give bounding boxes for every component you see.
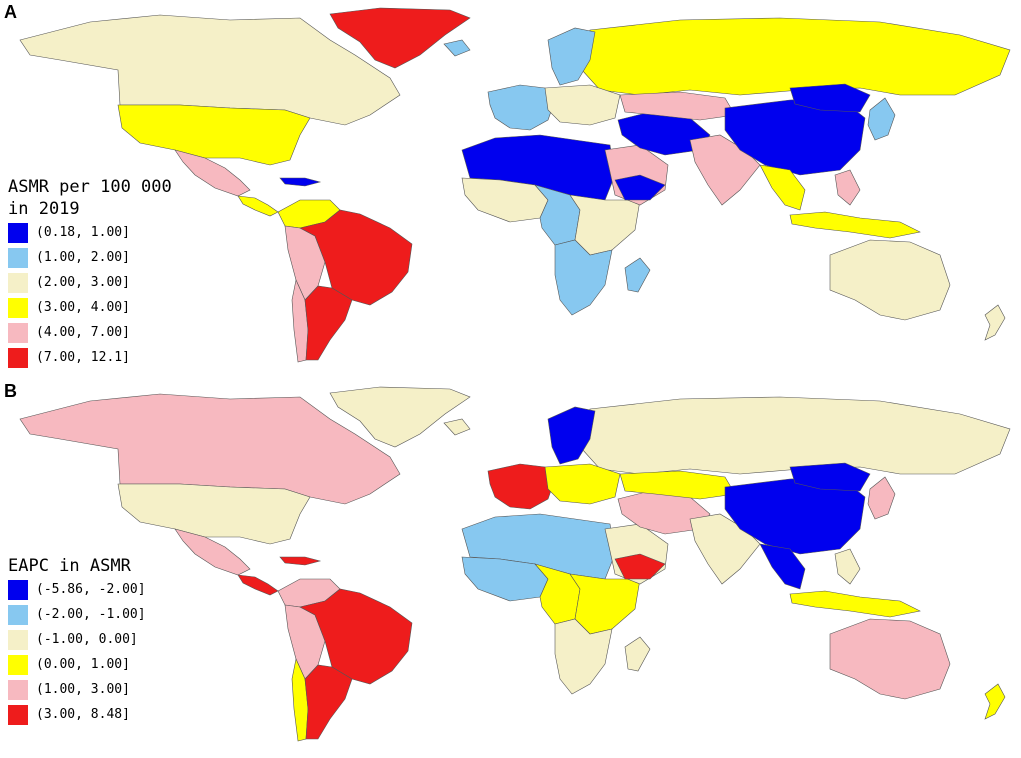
region-canada xyxy=(19,393,401,505)
legend-swatch xyxy=(8,322,28,343)
region-philippines xyxy=(834,169,861,206)
region-yemen xyxy=(614,174,666,201)
legend: ASMR per 100 000 in 2019 (0.18, 1.00] (1.… xyxy=(8,176,172,370)
region-brazil xyxy=(299,209,413,306)
region-southeast-asia xyxy=(759,543,806,590)
legend-swatch xyxy=(8,704,28,725)
region-usa xyxy=(117,104,311,166)
legend-label: (3.00, 4.00] xyxy=(36,300,130,315)
legend-swatch xyxy=(8,679,28,700)
legend-item: (-2.00, -1.00] xyxy=(8,602,146,627)
legend-swatch xyxy=(8,579,28,600)
legend-label: (-5.86, -2.00] xyxy=(36,582,146,597)
region-kazakhstan xyxy=(619,470,736,500)
region-scandinavia xyxy=(547,406,596,465)
region-mongolia xyxy=(789,83,871,113)
legend-item: (2.00, 3.00] xyxy=(8,270,172,295)
region-usa xyxy=(117,483,311,545)
legend-label: (-2.00, -1.00] xyxy=(36,607,146,622)
legend-items: (0.18, 1.00] (1.00, 2.00] (2.00, 3.00] (3.0… xyxy=(8,220,172,370)
world-map-eapc xyxy=(19,386,1011,742)
region-new-zealand xyxy=(984,304,1006,341)
legend-label: (1.00, 3.00] xyxy=(36,682,130,697)
region-madagascar xyxy=(624,636,651,672)
legend-item: (3.00, 4.00] xyxy=(8,295,172,320)
region-philippines xyxy=(834,548,861,585)
legend-swatch xyxy=(8,247,28,268)
region-eastern-europe xyxy=(544,84,621,126)
panel-b: B EAPC in ASMR (-5.86, -2.00] (-2.00, -1.… xyxy=(0,379,1021,758)
region-western-europe xyxy=(487,84,556,131)
region-kazakhstan xyxy=(619,91,736,121)
legend-title: EAPC in ASMR xyxy=(8,556,131,576)
region-iceland xyxy=(443,418,471,436)
region-australia xyxy=(829,618,951,700)
legend-swatch xyxy=(8,604,28,625)
legend-title-line2: in 2019 xyxy=(8,199,80,219)
world-map-asmr-2019 xyxy=(19,7,1011,363)
legend-title: ASMR per 100 000 xyxy=(8,177,172,197)
region-southeast-asia xyxy=(759,164,806,211)
legend-swatch xyxy=(8,629,28,650)
region-central-america xyxy=(237,574,279,596)
legend-swatch xyxy=(8,297,28,318)
region-canada xyxy=(19,14,401,126)
region-western-europe xyxy=(487,463,556,510)
region-argentina xyxy=(304,285,353,361)
legend-item: (-1.00, 0.00] xyxy=(8,627,146,652)
panel-letter: A xyxy=(4,2,17,22)
legend-item: (1.00, 3.00] xyxy=(8,677,146,702)
legend-label: (7.00, 12.1] xyxy=(36,350,130,365)
region-mexico xyxy=(174,149,251,197)
legend-label: (1.00, 2.00] xyxy=(36,250,130,265)
region-central-america xyxy=(237,195,279,217)
region-greenland xyxy=(329,7,471,69)
region-iceland xyxy=(443,39,471,57)
region-caribbean xyxy=(279,556,322,566)
legend-label: (0.00, 1.00] xyxy=(36,657,130,672)
region-mongolia xyxy=(789,462,871,492)
region-southern-africa xyxy=(554,618,613,695)
legend-swatch xyxy=(8,654,28,675)
legend-swatch xyxy=(8,347,28,368)
region-indonesia xyxy=(789,590,921,618)
legend-item: (0.00, 1.00] xyxy=(8,652,146,677)
legend: EAPC in ASMR (-5.86, -2.00] (-2.00, -1.00… xyxy=(8,555,146,727)
legend-label: (2.00, 3.00] xyxy=(36,275,130,290)
panel-a: A ASMR per 100 000 in 2019 (0.18, 1.00](… xyxy=(4,2,1011,370)
legend-swatch xyxy=(8,272,28,293)
region-greenland xyxy=(329,386,471,448)
region-india xyxy=(689,134,761,206)
region-japan-korea xyxy=(867,97,896,141)
region-brazil xyxy=(299,588,413,685)
legend-item: (-5.86, -2.00] xyxy=(8,577,146,602)
legend-item: (4.00, 7.00] xyxy=(8,320,172,345)
region-russia xyxy=(581,17,1011,96)
region-caribbean xyxy=(279,177,322,187)
legend-label: (-1.00, 0.00] xyxy=(36,632,138,647)
legend-label: (3.00, 8.48] xyxy=(36,707,130,722)
region-indonesia xyxy=(789,211,921,239)
region-yemen xyxy=(614,553,666,580)
region-mexico xyxy=(174,528,251,576)
legend-swatch xyxy=(8,222,28,243)
region-eastern-europe xyxy=(544,463,621,505)
legend-item: (3.00, 8.48] xyxy=(8,702,146,727)
region-india xyxy=(689,513,761,585)
region-new-zealand xyxy=(984,683,1006,720)
legend-item: (0.18, 1.00] xyxy=(8,220,172,245)
panel-letter: B xyxy=(4,381,17,401)
legend-item: (7.00, 12.1] xyxy=(8,345,172,370)
legend-items: (-5.86, -2.00] (-2.00, -1.00] (-1.00, 0.00… xyxy=(8,577,146,727)
region-scandinavia xyxy=(547,27,596,86)
legend-label: (4.00, 7.00] xyxy=(36,325,130,340)
region-madagascar xyxy=(624,257,651,293)
region-japan-korea xyxy=(867,476,896,520)
legend-label: (0.18, 1.00] xyxy=(36,225,130,240)
region-russia xyxy=(581,396,1011,475)
region-argentina xyxy=(304,664,353,740)
region-southern-africa xyxy=(554,239,613,316)
region-australia xyxy=(829,239,951,321)
legend-item: (1.00, 2.00] xyxy=(8,245,172,270)
